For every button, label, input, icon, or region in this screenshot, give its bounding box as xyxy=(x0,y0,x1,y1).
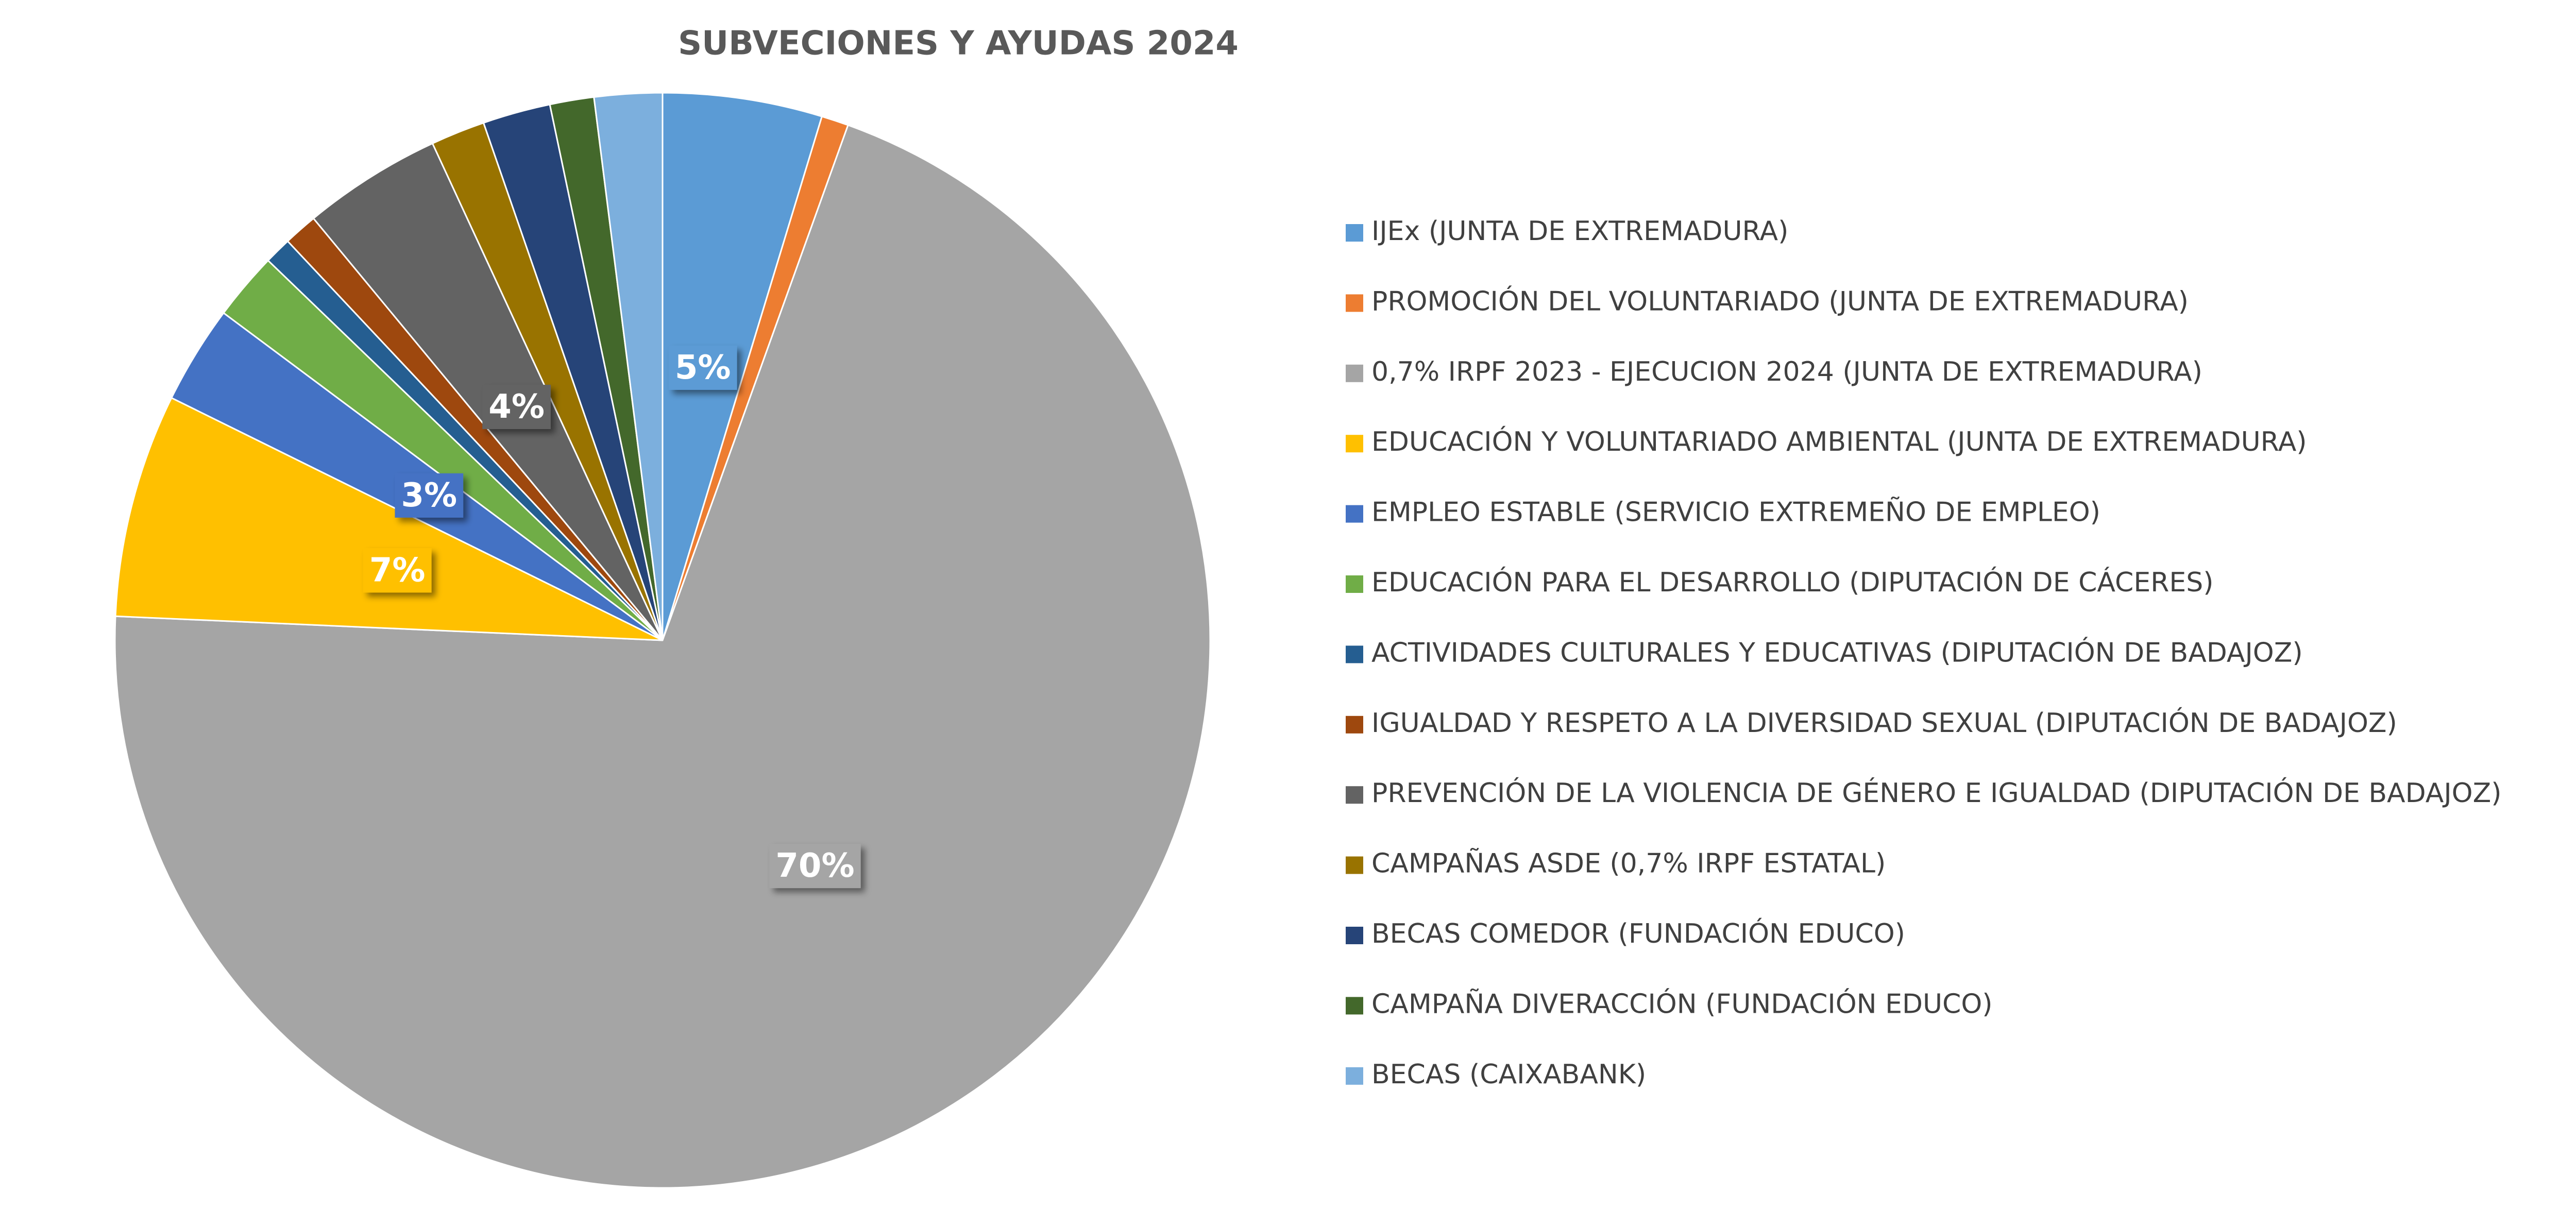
legend-swatch xyxy=(1346,364,1363,382)
legend-swatch xyxy=(1346,224,1363,242)
data-label: 5% xyxy=(675,349,731,387)
legend-label: BECAS COMEDOR (FUNDACIÓN EDUCO) xyxy=(1371,917,1905,949)
legend-swatch xyxy=(1346,645,1363,663)
legend-swatch xyxy=(1346,927,1363,944)
legend-label: ACTIVIDADES CULTURALES Y EDUCATIVAS (DIP… xyxy=(1371,636,2303,668)
legend-label: EMPLEO ESTABLE (SERVICIO EXTREMEÑO DE EM… xyxy=(1371,497,2100,528)
legend-swatch xyxy=(1346,505,1363,523)
data-label: 4% xyxy=(488,388,545,426)
pie-slice xyxy=(662,92,823,641)
legend-label: PROMOCIÓN DEL VOLUNTARIADO (JUNTA DE EXT… xyxy=(1371,285,2189,317)
legend-label: 0,7% IRPF 2023 - EJECUCION 2024 (JUNTA D… xyxy=(1371,356,2202,387)
legend-swatch xyxy=(1346,575,1363,593)
data-label-box xyxy=(395,473,464,518)
legend-label: CAMPAÑAS ASDE (0,7% IRPF ESTATAL) xyxy=(1371,848,1886,879)
legend-swatch xyxy=(1346,997,1363,1015)
legend-label: BECAS (CAIXABANK) xyxy=(1371,1059,1646,1090)
data-label: 3% xyxy=(401,476,457,515)
legend-label: CAMPAÑA DIVERACCIÓN (FUNDACIÓN EDUCO) xyxy=(1371,987,1993,1019)
legend-label: IJEx (JUNTA DE EXTREMADURA) xyxy=(1371,216,1788,247)
legend-label: EDUCACIÓN Y VOLUNTARIADO AMBIENTAL (JUNT… xyxy=(1371,425,2307,457)
pie-slice xyxy=(114,397,663,641)
legend-swatch xyxy=(1346,786,1363,804)
data-label-box xyxy=(363,548,432,593)
pie-slice xyxy=(114,124,1211,1189)
data-label: 7% xyxy=(369,551,426,589)
legend-swatch xyxy=(1346,716,1363,734)
legend-swatch xyxy=(1346,435,1363,453)
data-label-box xyxy=(668,345,737,390)
legend-swatch xyxy=(1346,294,1363,312)
legend-swatch xyxy=(1346,1067,1363,1085)
legend-label: IGUALDAD Y RESPETO A LA DIVERSIDAD SEXUA… xyxy=(1371,707,2397,739)
data-label-box xyxy=(482,384,551,429)
pie-slice xyxy=(593,92,664,641)
legend-label: EDUCACIÓN PARA EL DESARROLLO (DIPUTACIÓN… xyxy=(1371,566,2214,598)
legend-label: PREVENCIÓN DE LA VIOLENCIA DE GÉNERO E I… xyxy=(1371,777,2502,809)
data-label: 70% xyxy=(775,847,854,885)
chart-title: SUBVECIONES Y AYUDAS 2024 xyxy=(678,25,1239,63)
legend-swatch xyxy=(1346,856,1363,874)
data-label-box xyxy=(769,844,861,889)
